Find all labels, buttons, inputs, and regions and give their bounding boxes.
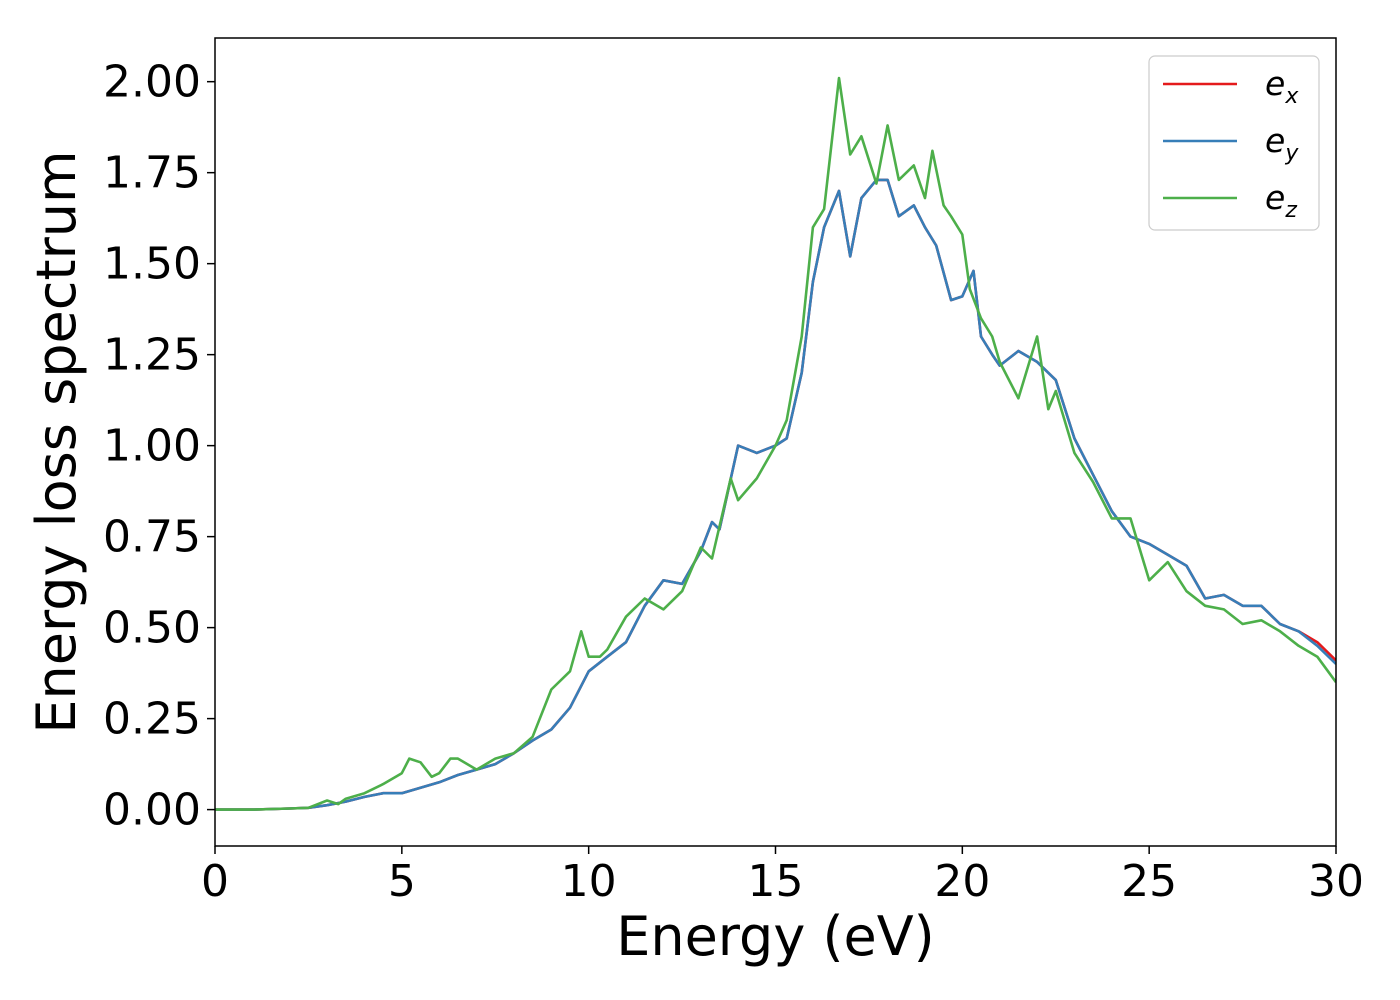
series-line-x <box>215 178 1336 811</box>
x-tick-label: 10 <box>561 856 617 907</box>
legend-box <box>1148 55 1320 231</box>
y-tick-label: 0.50 <box>103 603 201 654</box>
ticks-layer: 0 5 10 15 20 25 30 0.00 0.25 0.50 0.75 1.00 1.25 1.50… <box>103 57 1364 907</box>
x-tick-label: 5 <box>388 856 416 907</box>
series-line-z <box>215 76 1336 811</box>
x-tick-label: 0 <box>201 856 229 907</box>
y-tick-label: 0.75 <box>103 512 201 563</box>
legend-label-z: ez <box>1265 178 1297 223</box>
series-layer <box>215 76 1336 811</box>
x-tick-label: 30 <box>1308 856 1364 907</box>
x-axis-label: Energy (eV) <box>616 905 935 968</box>
y-tick-label: 0.25 <box>103 694 201 745</box>
x-tick-label: 20 <box>934 856 990 907</box>
legend: ex ey ez <box>1148 55 1320 231</box>
y-tick-label: 0.00 <box>103 785 201 836</box>
y-tick-label: 1.00 <box>103 421 201 472</box>
y-axis-label: Energy loss spectrum <box>25 150 88 733</box>
legend-label-x: ex <box>1265 64 1299 109</box>
y-tick-label: 1.50 <box>103 239 201 290</box>
legend-label-y: ey <box>1265 121 1299 166</box>
series-line-y <box>215 178 1336 811</box>
x-tick-label: 15 <box>748 856 804 907</box>
x-tick-label: 25 <box>1121 856 1177 907</box>
y-tick-label: 2.00 <box>103 57 201 108</box>
y-tick-label: 1.25 <box>103 330 201 381</box>
y-tick-label: 1.75 <box>103 148 201 199</box>
